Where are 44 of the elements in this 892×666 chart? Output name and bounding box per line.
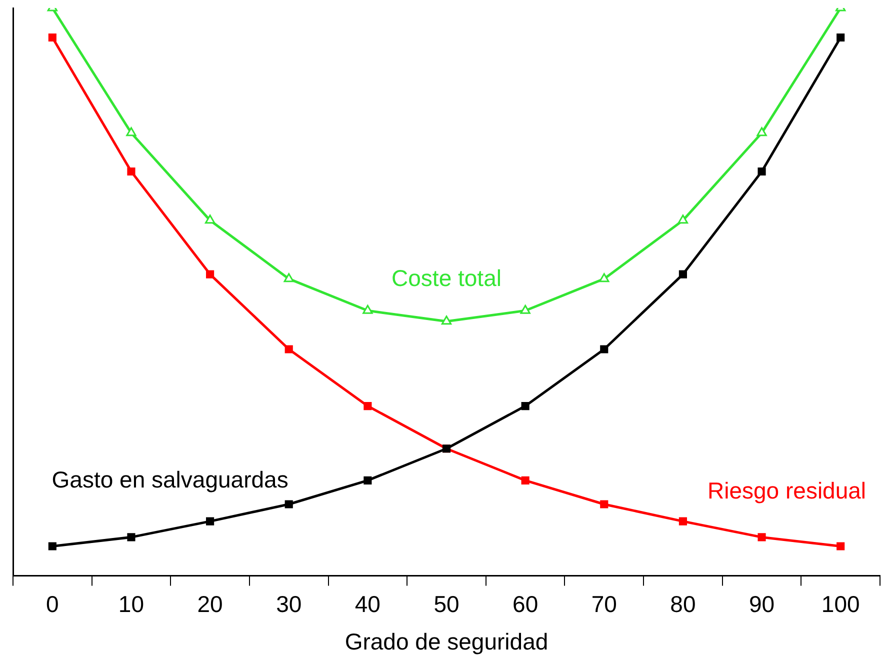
point bbox=[206, 270, 214, 278]
point bbox=[204, 214, 216, 224]
x-tick-label: 100 bbox=[821, 590, 860, 617]
x-tick-label: 60 bbox=[512, 590, 538, 617]
series-label: Gasto en salvaguardas bbox=[52, 466, 288, 493]
series-label: Coste total bbox=[392, 264, 502, 291]
point bbox=[836, 542, 845, 550]
point bbox=[206, 517, 214, 526]
point bbox=[678, 270, 687, 278]
point bbox=[364, 476, 372, 484]
point bbox=[836, 33, 845, 42]
x-tick-label: 40 bbox=[354, 590, 380, 617]
series-label: Riesgo residual bbox=[708, 478, 866, 504]
x-tick-label: 0 bbox=[46, 590, 59, 617]
point bbox=[48, 33, 56, 42]
point bbox=[126, 127, 136, 136]
point bbox=[284, 345, 293, 354]
x-tick-label: 70 bbox=[591, 590, 617, 617]
point bbox=[284, 273, 294, 282]
x-tick-label: 50 bbox=[434, 590, 460, 617]
x-tick-label: 20 bbox=[197, 590, 223, 617]
point bbox=[284, 500, 293, 508]
point bbox=[364, 402, 372, 410]
point bbox=[678, 214, 688, 224]
point bbox=[600, 345, 608, 354]
point bbox=[48, 542, 56, 550]
point bbox=[521, 476, 530, 484]
point bbox=[362, 304, 373, 314]
point bbox=[521, 402, 530, 410]
point bbox=[758, 533, 766, 542]
point bbox=[520, 304, 530, 314]
point bbox=[678, 517, 687, 526]
x-tick-label: 30 bbox=[276, 590, 302, 617]
point bbox=[599, 273, 610, 282]
x-tick-label: 80 bbox=[670, 590, 696, 617]
point bbox=[600, 500, 608, 508]
point bbox=[756, 127, 767, 136]
point bbox=[758, 167, 766, 176]
point bbox=[127, 167, 136, 176]
x-tick-label: 90 bbox=[748, 590, 775, 617]
x-tick-label: 10 bbox=[118, 590, 144, 617]
point bbox=[127, 533, 136, 542]
point bbox=[441, 316, 452, 325]
x-axis-title: Grado de seguridad bbox=[344, 628, 548, 655]
